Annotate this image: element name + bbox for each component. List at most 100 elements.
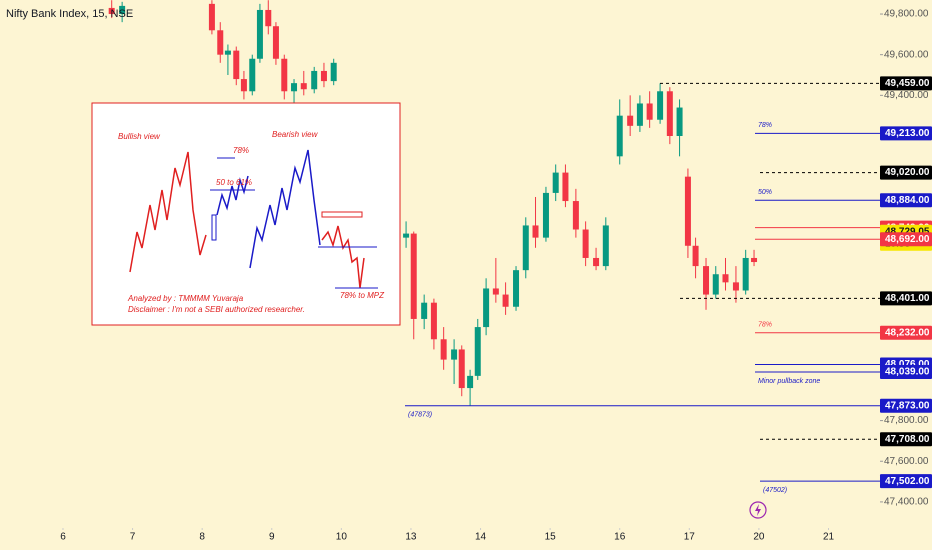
candle-body bbox=[119, 5, 126, 15]
price-axis: 6 7 8 9 10 13 14 15 16 17 20 21 49,800.00 49,600.00 49… bbox=[60, 9, 932, 543]
candle-body bbox=[403, 233, 410, 238]
y-tick-label: 49,400.00 bbox=[884, 90, 929, 101]
x-tick-label: 16 bbox=[614, 532, 626, 543]
price-label: 48,039.00 bbox=[885, 367, 930, 378]
x-tick-label: 6 bbox=[60, 532, 66, 543]
candle-body bbox=[430, 302, 437, 340]
bull-box bbox=[211, 214, 217, 241]
candle-body bbox=[311, 70, 318, 90]
candle-body bbox=[467, 375, 474, 389]
candle-body bbox=[233, 50, 240, 80]
level-note: Minor pullback zone bbox=[758, 378, 820, 385]
price-label-bg bbox=[880, 165, 932, 180]
candle-body bbox=[751, 257, 758, 263]
event-bolt bbox=[755, 504, 761, 516]
candle-body bbox=[742, 257, 749, 291]
candle-body bbox=[451, 349, 458, 360]
price-label-bg bbox=[880, 193, 932, 208]
candle-body bbox=[722, 274, 729, 283]
candle-body bbox=[513, 270, 520, 307]
candle-body bbox=[224, 50, 231, 55]
candle-body bbox=[627, 115, 634, 126]
x-tick-label: 14 bbox=[475, 532, 487, 543]
candle-body bbox=[636, 103, 643, 126]
candle-body bbox=[684, 176, 691, 246]
disclaimer-label: Disclaimer : I'm not a SEBI authorized r… bbox=[128, 305, 305, 314]
price-label: 47,708.00 bbox=[885, 434, 930, 445]
candle-body bbox=[732, 282, 739, 291]
analyst-label: Analyzed by : TMMMM Yuvaraja bbox=[127, 294, 244, 303]
bullish-label: Bullish view bbox=[118, 132, 161, 141]
candle-body bbox=[502, 294, 509, 307]
candle-body bbox=[532, 225, 539, 238]
y-tick-label: 47,600.00 bbox=[884, 456, 929, 467]
candle-body bbox=[440, 339, 447, 360]
candle-body bbox=[712, 274, 719, 295]
x-tick-label: 13 bbox=[405, 532, 417, 543]
candle-body bbox=[666, 91, 673, 136]
candle-body bbox=[300, 83, 307, 90]
price-label: 49,020.00 bbox=[885, 167, 930, 178]
candle-body bbox=[562, 172, 569, 202]
level-note: 78% bbox=[758, 122, 772, 129]
candle-body bbox=[272, 26, 279, 59]
candle-body bbox=[240, 79, 247, 92]
candle-body bbox=[492, 288, 499, 295]
candle-body bbox=[657, 91, 664, 120]
candle-body bbox=[646, 103, 653, 120]
level-note: 78% bbox=[758, 322, 772, 329]
candle-body bbox=[552, 172, 559, 193]
price-label: 48,232.00 bbox=[885, 327, 930, 338]
y-tick-label: 49,800.00 bbox=[884, 9, 929, 20]
candle-body bbox=[421, 302, 428, 319]
price-label: 48,692.00 bbox=[885, 234, 930, 245]
x-tick-label: 10 bbox=[336, 532, 348, 543]
price-label: 49,459.00 bbox=[885, 78, 930, 89]
candle-body bbox=[483, 288, 490, 328]
candle-body bbox=[281, 58, 288, 92]
candle-body bbox=[108, 7, 115, 15]
price-label-bg bbox=[880, 126, 932, 141]
candle-body bbox=[572, 201, 579, 230]
candle-body bbox=[474, 327, 481, 376]
plot: 78% 50% 78% Minor pullback zone (47873) (4750… bbox=[62, 0, 880, 530]
price-label: 48,884.00 bbox=[885, 195, 930, 206]
level-note: 50% bbox=[758, 189, 772, 196]
x-tick-label: 21 bbox=[823, 532, 835, 543]
y-tick-label: 47,800.00 bbox=[884, 415, 929, 426]
price-label: 48,729.05 bbox=[885, 226, 930, 237]
target-label: 78% to MPZ bbox=[340, 291, 385, 300]
x-tick-label: 9 bbox=[269, 532, 275, 543]
level-note: (47502) bbox=[763, 487, 787, 494]
candle-body bbox=[320, 70, 327, 82]
candle-body bbox=[330, 62, 337, 82]
fib-top-label: 78% bbox=[233, 146, 249, 155]
bear-box bbox=[321, 211, 363, 218]
candle-body bbox=[217, 30, 224, 55]
price-label-bg bbox=[880, 365, 932, 380]
price-label-bg bbox=[880, 474, 932, 489]
price-label: 48,076.00 bbox=[885, 359, 930, 370]
event-icon bbox=[749, 501, 767, 519]
candle-body bbox=[593, 257, 600, 267]
candle-body bbox=[616, 115, 623, 157]
price-label-bg bbox=[880, 325, 932, 340]
price-label: 47,502.00 bbox=[885, 476, 930, 487]
bull-path bbox=[129, 151, 207, 273]
price-label-bg bbox=[880, 398, 932, 413]
candle-body bbox=[522, 225, 529, 271]
y-tick-label: 47,400.00 bbox=[884, 497, 929, 508]
level-note: (47873) bbox=[408, 412, 432, 419]
candle-body bbox=[602, 225, 609, 267]
inset: Bullish view Bearish view 78% 50 to 61% … bbox=[91, 102, 401, 326]
price-label-bg bbox=[880, 432, 932, 447]
price-label: 48,401.00 bbox=[885, 293, 930, 304]
price-label-bg bbox=[880, 76, 932, 91]
candle-body bbox=[265, 9, 272, 27]
bear-path bbox=[249, 149, 321, 269]
y-tick-label: 49,600.00 bbox=[884, 49, 929, 60]
candle-body bbox=[692, 245, 699, 267]
x-tick-label: 8 bbox=[199, 532, 205, 543]
x-tick-label: 15 bbox=[545, 532, 557, 543]
